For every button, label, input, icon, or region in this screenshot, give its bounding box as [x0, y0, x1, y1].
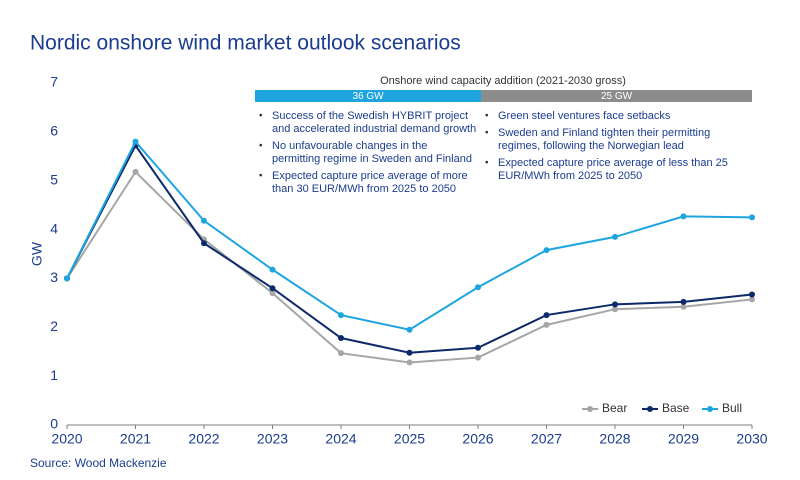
point — [543, 247, 550, 254]
y-tick-label: 0 — [50, 416, 58, 432]
legend-marker — [707, 406, 713, 412]
y-axis-label: GW — [29, 241, 45, 266]
bullet-text: than 30 EUR/MWh from 2025 to 2050 — [272, 183, 456, 195]
legend-label: Base — [662, 401, 690, 415]
bullet-text: and accelerated industrial demand growth — [272, 123, 476, 135]
bullet-text: Expected capture price average of less t… — [498, 157, 728, 169]
source-note: Source: Wood Mackenzie — [30, 456, 167, 470]
point — [406, 349, 413, 356]
x-tick-label: 2026 — [462, 431, 493, 447]
point — [680, 298, 687, 305]
point — [269, 290, 276, 297]
bullet-dot: • — [259, 171, 263, 182]
point — [612, 301, 618, 308]
x-tick-label: 2027 — [531, 431, 562, 447]
x-tick-label: 2023 — [257, 431, 288, 447]
y-tick-label: 4 — [50, 220, 58, 236]
point — [338, 350, 344, 357]
x-tick-label: 2021 — [120, 431, 151, 447]
point — [749, 296, 755, 303]
point — [406, 359, 413, 366]
point — [64, 275, 70, 282]
point — [406, 326, 413, 333]
point — [269, 266, 276, 273]
point — [475, 284, 481, 291]
bullet-dot: • — [485, 128, 489, 139]
x-tick-label: 2028 — [599, 431, 630, 447]
point — [612, 306, 618, 313]
y-tick-label: 2 — [50, 318, 58, 334]
panel-header-bar — [481, 90, 752, 102]
panel-header: 36 GW — [352, 91, 384, 102]
point — [338, 312, 344, 319]
bullet-text: permitting regime in Sweden and Finland — [272, 153, 472, 165]
bullet-text: No unfavourable changes in the — [272, 140, 427, 152]
point — [475, 354, 481, 361]
legend-label: Bull — [722, 401, 742, 415]
point — [680, 213, 687, 220]
bullet-text: EUR/MWh from 2025 to 2050 — [498, 170, 642, 182]
series-line — [66, 170, 753, 364]
y-tick-label: 6 — [50, 123, 58, 139]
point — [612, 233, 618, 240]
chart-title: Nordic onshore wind market outlook scena… — [30, 32, 461, 55]
panel-title: Onshore wind capacity addition (2021-203… — [380, 75, 626, 87]
point — [543, 321, 550, 328]
point — [543, 312, 550, 319]
y-tick-label: 1 — [50, 367, 58, 383]
y-tick-label: 5 — [50, 171, 58, 187]
bullet-dot: • — [259, 141, 263, 152]
x-tick-label: 2030 — [736, 431, 767, 447]
x-tick-label: 2022 — [188, 431, 219, 447]
point — [680, 303, 687, 310]
point — [201, 240, 207, 247]
point — [201, 217, 207, 224]
x-tick-label: 2020 — [51, 431, 82, 447]
bullet-text: Expected capture price average of more — [272, 170, 468, 182]
bullet-dot: • — [259, 111, 263, 122]
panel-header: 25 GW — [601, 91, 633, 102]
legend-marker — [647, 406, 653, 412]
bullet-dot: • — [485, 111, 489, 122]
point — [269, 285, 276, 292]
bullet-text: Sweden and Finland tighten their permitt… — [498, 127, 710, 139]
x-tick-label: 2025 — [394, 431, 425, 447]
bullet-dot: • — [485, 158, 489, 169]
panel-header-bar — [255, 90, 481, 102]
point — [338, 335, 344, 342]
y-tick-label: 7 — [50, 74, 58, 90]
x-tick-label: 2029 — [668, 431, 699, 447]
bullet-text: regimes, following the Norwegian lead — [498, 140, 684, 152]
y-tick-label: 3 — [50, 269, 58, 285]
legend-label: Bear — [602, 401, 627, 415]
point — [132, 138, 139, 145]
bullet-text: Green steel ventures face setbacks — [498, 110, 671, 122]
x-tick-label: 2024 — [325, 431, 356, 447]
point — [749, 214, 755, 221]
point — [132, 168, 139, 175]
point — [475, 344, 481, 351]
legend-marker — [587, 406, 593, 412]
bullet-text: Success of the Swedish HYBRIT project — [272, 110, 468, 122]
point — [749, 291, 755, 298]
